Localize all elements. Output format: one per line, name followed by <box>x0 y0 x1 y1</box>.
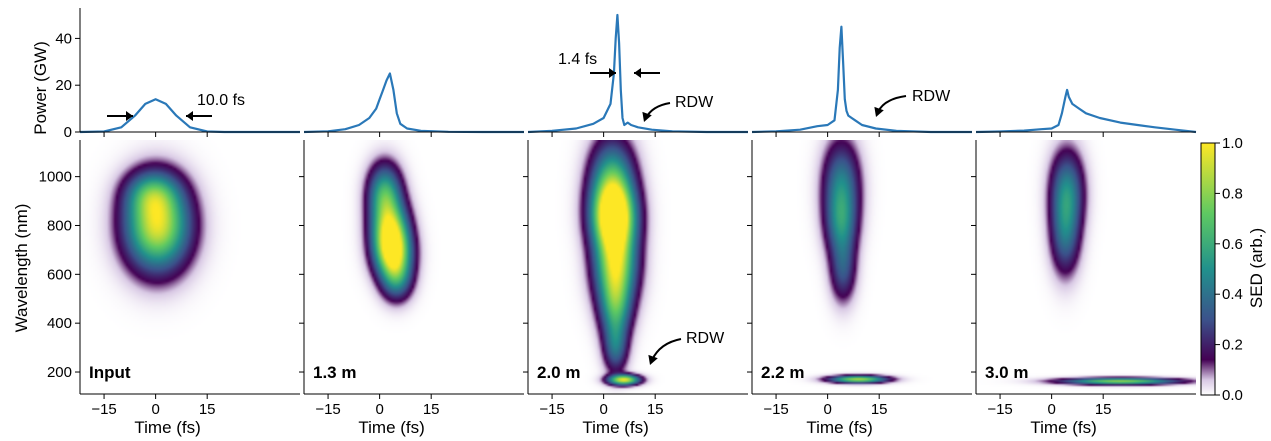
time-tick-label: 15 <box>871 401 888 418</box>
power-tick-label: 0 <box>64 124 72 141</box>
time-tick-label: −15 <box>539 401 564 418</box>
power-line-4 <box>751 25 972 134</box>
wavelength-ylabel: Wavelength (nm) <box>12 204 31 333</box>
colorbar-tick-label: 1.0 <box>1222 135 1243 152</box>
time-xlabel-4: Time (fs) <box>806 418 872 437</box>
sed-heatmap-1 <box>80 140 300 394</box>
time-xlabel-1: Time (fs) <box>134 418 200 437</box>
annotations: 10.0 fs 1.4 fs RDW RDW RDW <box>107 51 951 365</box>
sed-heatmap-2 <box>304 140 524 394</box>
rdw-label-sed-3: RDW <box>686 330 725 347</box>
time-tick-label: −15 <box>91 401 116 418</box>
colorbar-ticks: 0.0 0.2 0.4 0.6 0.8 1.0 <box>1215 135 1243 404</box>
sed-heatmap-4 <box>752 140 972 394</box>
distance-label-3: 2.0 m <box>537 363 580 382</box>
rdw-arrow-power-4-head <box>874 106 884 117</box>
time-tick-label: −15 <box>987 401 1012 418</box>
time-tick-label: −15 <box>315 401 340 418</box>
time-tick-label: 0 <box>375 401 383 418</box>
distance-label-2: 1.3 m <box>313 363 356 382</box>
time-xlabel-3: Time (fs) <box>582 418 648 437</box>
colorbar-tick-label: 0.8 <box>1222 185 1243 202</box>
colorbar-tick-label: 0.2 <box>1222 337 1243 354</box>
width-arrow-right-3-head <box>634 68 641 78</box>
power-line-5 <box>975 88 1197 134</box>
rdw-label-power-3: RDW <box>675 94 714 111</box>
distance-label-5: 3.0 m <box>985 363 1028 382</box>
colorbar-gradient <box>1200 142 1216 396</box>
width-arrow-right-head <box>186 111 193 121</box>
time-tick-label: 15 <box>1095 401 1112 418</box>
distance-label-1: Input <box>89 363 131 382</box>
sed-heatmap-3 <box>528 140 748 394</box>
time-xlabel-2: Time (fs) <box>358 418 424 437</box>
power-line-2 <box>303 72 524 134</box>
sed-heatmap-5 <box>976 140 1196 394</box>
time-tick-label: 15 <box>199 401 216 418</box>
time-tick-label: 15 <box>423 401 440 418</box>
wl-tick-label: 200 <box>47 364 72 381</box>
power-line-3 <box>527 13 748 134</box>
time-tick-label: 15 <box>647 401 664 418</box>
time-tick-label: 0 <box>151 401 159 418</box>
wl-tick-label: 600 <box>47 266 72 283</box>
time-tick-label: 0 <box>599 401 607 418</box>
wl-tick-label: 1000 <box>39 169 72 186</box>
colorbar-tick-label: 0.6 <box>1222 236 1243 253</box>
colorbar-tick-label: 0.0 <box>1222 387 1243 404</box>
width-arrow-left-3-head <box>609 68 616 78</box>
rdw-arrow-sed-3-head <box>648 354 658 365</box>
rdw-label-power-4: RDW <box>912 88 951 105</box>
colorbar-label: SED (arb.) <box>1247 228 1266 308</box>
power-tick-label: 40 <box>55 30 72 47</box>
time-tick-label: −15 <box>763 401 788 418</box>
time-tick-label: 0 <box>1047 401 1055 418</box>
width-label-10fs: 10.0 fs <box>197 92 245 109</box>
wl-tick-label: 400 <box>47 315 72 332</box>
time-tick-label: 0 <box>823 401 831 418</box>
rdw-arrow-power-4 <box>877 95 907 113</box>
power-ylabel: Power (GW) <box>31 41 50 135</box>
colorbar-tick-label: 0.4 <box>1222 286 1243 303</box>
rdw-arrow-power-3-head <box>642 111 652 122</box>
width-arrow-left-head <box>126 111 133 121</box>
colorbar: 0.0 0.2 0.4 0.6 0.8 1.0 SED (arb.) <box>1200 135 1266 404</box>
width-label-1p4fs: 1.4 fs <box>558 51 597 68</box>
wl-tick-label: 800 <box>47 217 72 234</box>
power-tick-label: 20 <box>55 77 72 94</box>
time-xlabel-5: Time (fs) <box>1030 418 1096 437</box>
distance-label-4: 2.2 m <box>761 363 804 382</box>
